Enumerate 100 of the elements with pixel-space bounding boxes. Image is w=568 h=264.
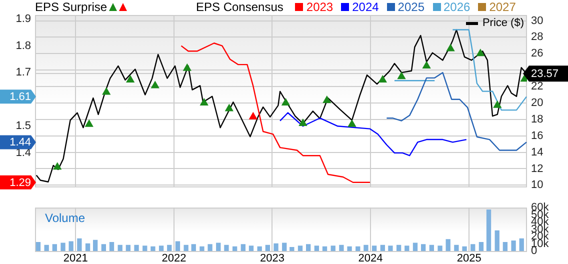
y2-tick-label: 26 bbox=[531, 48, 544, 60]
bar bbox=[380, 244, 385, 251]
bar bbox=[364, 244, 368, 251]
legend-label: 2024 bbox=[352, 0, 379, 14]
bar bbox=[314, 246, 320, 251]
y-tick-label: 1.44 bbox=[10, 136, 31, 149]
bar bbox=[306, 244, 311, 251]
bar bbox=[92, 240, 98, 251]
bar bbox=[44, 244, 49, 251]
text: EPS Consensus bbox=[196, 0, 284, 14]
point bbox=[378, 75, 387, 82]
x-tick-label: 2025 bbox=[456, 252, 482, 264]
bar bbox=[404, 246, 410, 251]
y2-tick-label: 10 bbox=[531, 179, 544, 192]
y-tick-label: 1.61 bbox=[10, 91, 31, 104]
bar bbox=[224, 244, 229, 251]
y2-tick-label: 30 bbox=[531, 14, 544, 27]
bar bbox=[519, 238, 524, 251]
bar bbox=[142, 246, 148, 251]
bar bbox=[486, 209, 492, 251]
legend-label: 2023 bbox=[306, 0, 334, 14]
bar bbox=[470, 244, 476, 251]
bar bbox=[109, 242, 114, 251]
legend-label: 2027 bbox=[489, 0, 516, 14]
bar bbox=[175, 241, 180, 251]
bar bbox=[240, 244, 246, 251]
bar bbox=[412, 242, 418, 251]
point bbox=[53, 162, 62, 170]
bar bbox=[478, 242, 484, 251]
bar bbox=[511, 240, 516, 251]
bar bbox=[167, 244, 172, 251]
x-tick-label: 2024 bbox=[358, 252, 383, 264]
bar bbox=[150, 246, 156, 251]
bar bbox=[118, 244, 122, 251]
bar bbox=[191, 244, 196, 251]
y2-tick-label: 12 bbox=[531, 162, 544, 175]
bar bbox=[248, 246, 254, 251]
bar bbox=[85, 243, 90, 251]
x-tick-label: 2022 bbox=[162, 252, 186, 264]
bar bbox=[330, 246, 336, 251]
point bbox=[200, 98, 208, 106]
y2-tick-label: 14 bbox=[531, 146, 544, 158]
bar bbox=[134, 244, 139, 251]
point bbox=[183, 64, 192, 71]
bar bbox=[126, 244, 131, 251]
bar bbox=[52, 244, 57, 251]
bar bbox=[68, 241, 74, 251]
bar bbox=[208, 244, 212, 251]
x-tick-label: 2021 bbox=[63, 252, 88, 264]
bar bbox=[200, 246, 204, 251]
bar bbox=[77, 238, 82, 251]
bar bbox=[339, 244, 344, 251]
bar bbox=[396, 244, 402, 251]
bar bbox=[298, 246, 303, 251]
bar bbox=[60, 242, 66, 251]
legend-label: 2025 bbox=[398, 0, 424, 14]
bar bbox=[438, 246, 442, 251]
bar bbox=[101, 244, 106, 251]
y-tick-label: 1.29 bbox=[10, 176, 31, 189]
point bbox=[102, 88, 110, 95]
y-tick-label: 1.5 bbox=[16, 120, 31, 132]
bar bbox=[446, 239, 450, 251]
bar bbox=[347, 246, 352, 251]
bar bbox=[36, 242, 41, 251]
bar bbox=[462, 246, 467, 251]
y2-tick-label: 28 bbox=[531, 31, 544, 44]
y-tick-label: 1.9 bbox=[16, 13, 31, 26]
bar bbox=[290, 247, 294, 251]
point bbox=[348, 120, 356, 127]
bar bbox=[274, 243, 278, 251]
point bbox=[282, 98, 290, 106]
bar bbox=[356, 246, 360, 251]
point bbox=[225, 104, 234, 112]
point bbox=[446, 44, 454, 52]
bar bbox=[494, 230, 500, 251]
point bbox=[298, 119, 307, 126]
point bbox=[398, 72, 406, 80]
y2-tick-label: 20 bbox=[531, 96, 544, 109]
point bbox=[476, 49, 484, 56]
y-tick-label: 1.8 bbox=[16, 40, 31, 52]
y-tick-label: 1.7 bbox=[16, 66, 31, 79]
point bbox=[422, 61, 431, 68]
bar bbox=[232, 246, 238, 251]
point bbox=[126, 75, 134, 82]
text: EPS Surprise bbox=[35, 0, 108, 14]
legend-label: Price ($) bbox=[482, 16, 524, 30]
bar bbox=[502, 242, 508, 251]
point bbox=[493, 100, 502, 108]
bar bbox=[216, 242, 221, 251]
bar bbox=[429, 244, 434, 251]
bar bbox=[282, 242, 287, 251]
y2-tick-label: 23.57 bbox=[531, 68, 559, 80]
bar bbox=[322, 246, 328, 251]
bar bbox=[372, 246, 377, 251]
legend-label: 2026 bbox=[444, 0, 470, 14]
bar bbox=[388, 246, 393, 251]
point bbox=[322, 96, 331, 103]
bar bbox=[420, 244, 426, 251]
point bbox=[249, 112, 258, 120]
bar bbox=[158, 246, 164, 251]
